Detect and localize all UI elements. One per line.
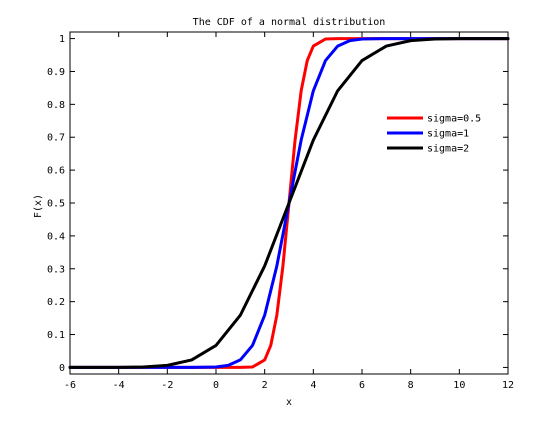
y-tick-label: 0.1 [47,330,65,341]
legend: sigma=0.5 sigma=1 sigma=2 [387,114,481,155]
y-tick-label: 1 [59,34,65,45]
y-tick-label: 0.7 [47,133,65,144]
y-tick-label: 0.9 [47,67,65,78]
x-tick-label: 4 [310,380,316,391]
axis-ticks: -6 -4 -2 0 2 4 6 8 10 12 0 0.1 0.2 0.3 0.4 0.5 0.6 0.7 0.8… [47,32,514,391]
legend-label-2: sigma=1 [427,129,469,140]
x-tick-label: 0 [213,380,219,391]
x-tick-label: 8 [408,380,414,391]
series-layer [68,37,510,369]
x-tick-label: 2 [262,380,268,391]
y-tick-label: 0.3 [47,264,65,275]
y-tick-label: 0 [59,363,65,374]
x-tick-label: -2 [161,380,173,391]
x-tick-label: -6 [64,380,76,391]
y-tick-label: 0.2 [47,297,65,308]
series-line-3 [68,37,510,369]
y-tick-label: 0.8 [47,100,65,111]
x-tick-label: 10 [453,380,465,391]
y-axis-label: F(x) [33,194,44,218]
y-tick-label: 0.4 [47,231,65,242]
y-tick-label: 0.5 [47,199,65,210]
legend-label-1: sigma=0.5 [427,114,481,125]
y-tick-label: 0.6 [47,166,65,177]
x-tick-label: 12 [502,380,514,391]
x-axis-label: x [286,397,292,408]
chart-title: The CDF of a normal distribution [193,17,386,28]
legend-label-3: sigma=2 [427,144,469,155]
x-tick-label: -4 [113,380,125,391]
x-tick-label: 6 [359,380,365,391]
